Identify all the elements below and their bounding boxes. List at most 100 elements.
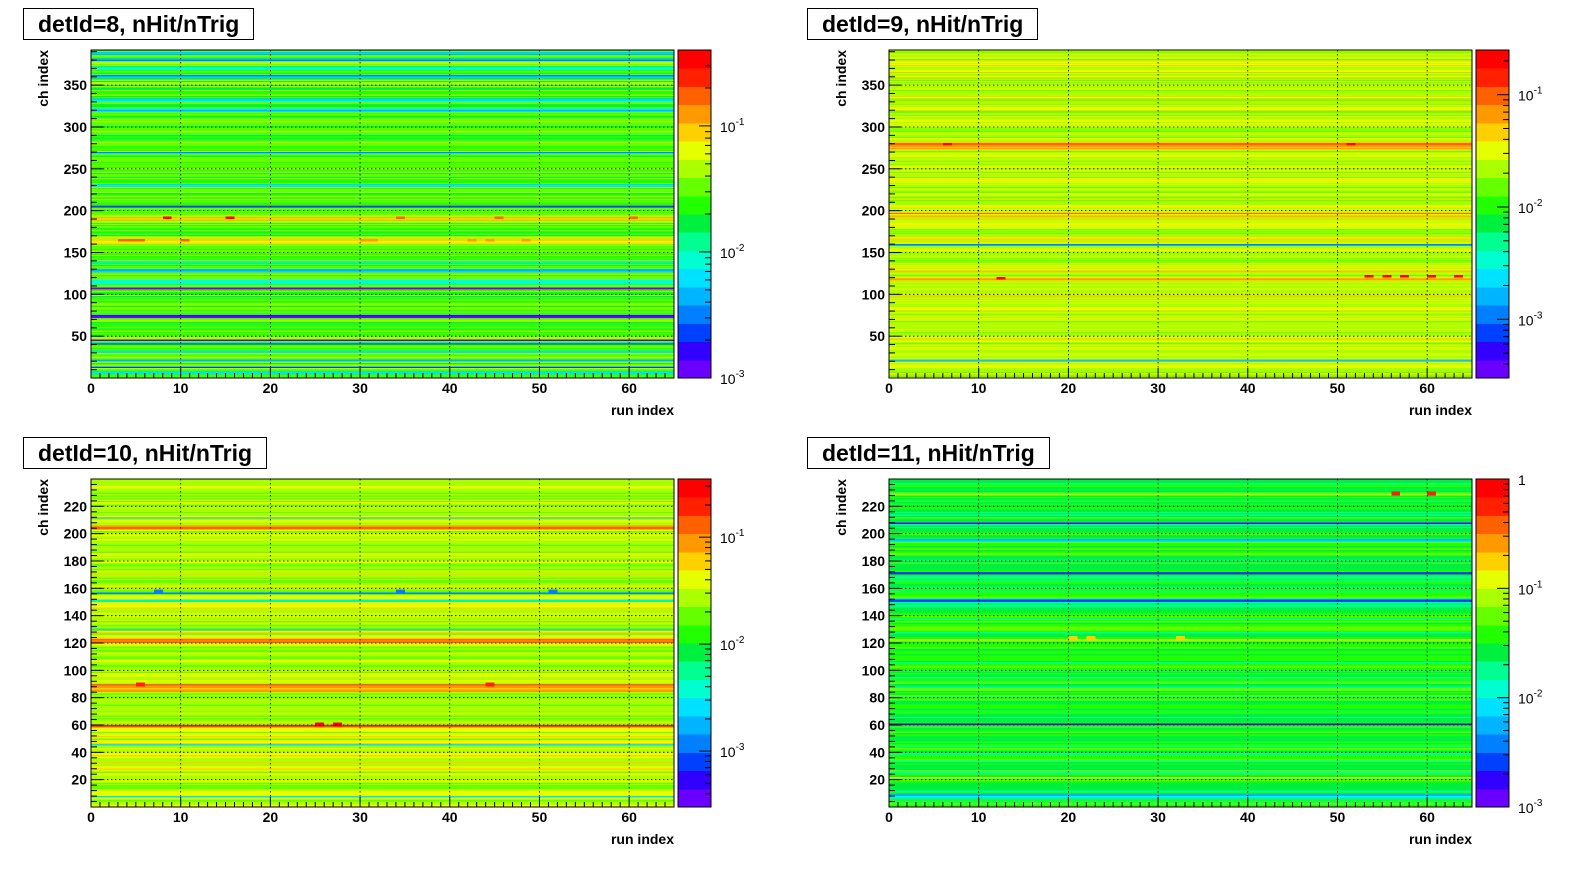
heatmap-row	[889, 77, 1472, 79]
heatmap-row	[91, 83, 674, 85]
heatmap-row	[889, 372, 1472, 374]
heatmap-row	[91, 633, 674, 635]
heatmap-row	[91, 164, 674, 166]
color-bar-segment	[678, 286, 711, 306]
heatmap-row	[889, 153, 1472, 155]
heatmap-row	[889, 632, 1472, 634]
heatmap-row	[889, 108, 1472, 110]
heatmap-row	[91, 261, 674, 263]
color-bar-label: 10-1	[720, 117, 745, 135]
heatmap-row	[889, 627, 1472, 630]
heatmap-row	[889, 122, 1472, 124]
heatmap-row	[91, 340, 674, 342]
heatmap-row	[889, 221, 1472, 223]
heatmap-row	[91, 197, 674, 199]
heatmap-row	[91, 341, 674, 343]
heatmap-row	[91, 128, 674, 130]
heatmap-row	[889, 355, 1472, 357]
heatmap-row	[91, 671, 674, 674]
heatmap-row	[889, 595, 1472, 597]
heatmap-row	[91, 107, 674, 109]
heatmap-row	[889, 703, 1472, 705]
heatmap-row	[91, 597, 674, 600]
color-bar-segment	[1476, 323, 1509, 343]
heatmap-row	[889, 696, 1472, 698]
heatmap-row	[889, 574, 1472, 577]
heatmap-row	[91, 643, 674, 645]
heatmap-row	[889, 316, 1472, 318]
heatmap-row	[889, 364, 1472, 366]
heatmap-row	[889, 55, 1472, 57]
heatmap-row	[91, 258, 674, 260]
heatmap-row	[91, 367, 674, 368]
heatmap-row	[889, 178, 1472, 179]
heatmap-row	[889, 59, 1472, 61]
heatmap-row	[91, 310, 674, 312]
x-tick-label: 20	[1061, 809, 1077, 825]
heatmap-row	[91, 545, 674, 548]
heatmap-row	[91, 91, 674, 92]
color-bar-label: 10-2	[1518, 198, 1543, 216]
heatmap-row	[91, 610, 674, 612]
heatmap-svg: 0 10 20 30 40 50 60 20 40 60 80 100 120 140 160 180 200 2…	[833, 472, 1543, 847]
heatmap-row	[91, 510, 674, 512]
heatmap-row	[889, 210, 1472, 212]
heatmap-row	[91, 234, 674, 236]
heatmap-row	[91, 321, 674, 322]
heatmap-row	[91, 794, 674, 797]
heatmap-row	[91, 645, 674, 648]
y-tick-label: 50	[869, 328, 885, 344]
x-tick-label: 40	[1240, 380, 1256, 396]
heatmap-row	[91, 299, 674, 301]
heatmap-row	[91, 130, 674, 132]
heatmap-cell	[467, 239, 477, 242]
heatmap-row	[889, 209, 1472, 211]
heatmap-row	[91, 306, 674, 308]
heatmap-row	[91, 741, 674, 743]
heatmap-row	[91, 720, 674, 723]
panel-title: detId=11, nHit/nTrig	[807, 437, 1050, 469]
heatmap-row	[889, 203, 1472, 204]
heatmap-row	[889, 711, 1472, 713]
heatmap-row	[91, 705, 674, 708]
heatmap-row	[889, 700, 1472, 702]
color-bar-segment	[678, 788, 711, 808]
color-bar-segment	[678, 643, 711, 662]
heatmap-row	[889, 111, 1472, 112]
heatmap-row	[91, 790, 674, 792]
heatmap-row	[889, 514, 1472, 516]
heatmap-row	[91, 320, 674, 322]
heatmap-row	[889, 662, 1472, 664]
color-bar-segment	[1476, 305, 1509, 324]
heatmap-row	[889, 244, 1472, 245]
heatmap-row	[889, 252, 1472, 254]
heatmap-row	[91, 322, 674, 324]
heatmap-row	[91, 245, 674, 247]
heatmap-row	[91, 589, 674, 592]
heatmap-row	[91, 625, 674, 627]
heatmap-row	[889, 268, 1472, 270]
heatmap-row	[91, 615, 674, 618]
heatmap-row	[91, 159, 674, 161]
heatmap-row	[889, 276, 1472, 278]
heatmap-row	[889, 318, 1472, 320]
heatmap-row	[889, 216, 1472, 218]
color-bar-segment	[1476, 570, 1509, 589]
heatmap-row	[889, 96, 1472, 97]
heatmap-row	[91, 580, 674, 582]
heatmap-row	[91, 308, 674, 310]
heatmap-row	[91, 156, 674, 158]
heatmap-row	[91, 764, 674, 766]
heatmap-row	[889, 591, 1472, 593]
heatmap-row	[91, 550, 674, 552]
heatmap-cell	[135, 239, 145, 242]
heatmap-row	[889, 260, 1472, 261]
heatmap-row	[91, 59, 674, 61]
heatmap-row	[889, 70, 1472, 71]
heatmap-row	[889, 783, 1472, 786]
heatmap-row	[91, 237, 674, 239]
heatmap-row	[91, 556, 674, 559]
heatmap-row	[889, 772, 1472, 775]
heatmap-row	[889, 188, 1472, 189]
heatmap-row	[889, 68, 1472, 70]
